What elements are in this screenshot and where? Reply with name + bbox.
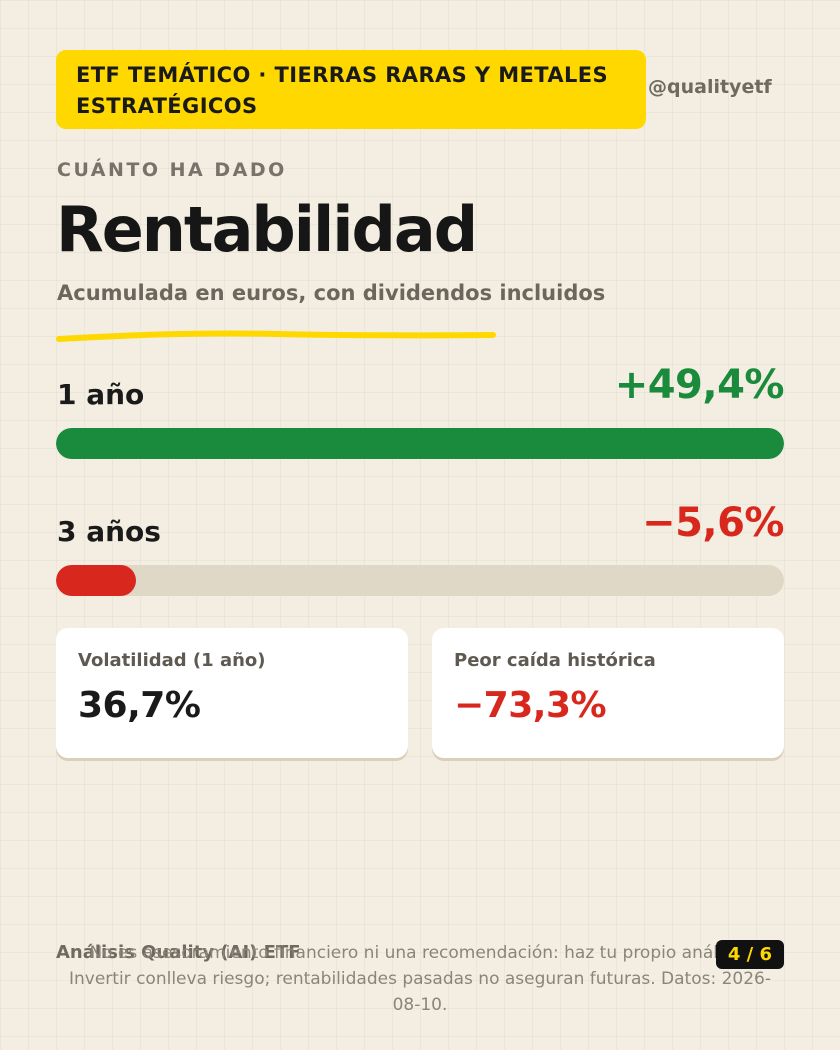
- return-1y-value: +49,4%: [614, 362, 785, 408]
- return-3y-value: −5,6%: [642, 500, 784, 546]
- category-tag: ETF TEMÁTICO · TIERRAS RARAS Y METALES E…: [56, 50, 646, 129]
- max-drawdown-value: −73,3%: [454, 685, 607, 726]
- section-kicker: CUÁNTO HA DADO: [57, 159, 287, 181]
- brand-name: Análisis Quality (AI) ETF: [56, 942, 301, 963]
- account-handle: @qualityetf: [648, 76, 772, 98]
- volatility-label: Volatilidad (1 año): [78, 650, 266, 671]
- highlight-underline: [56, 330, 496, 342]
- page-indicator: 4 / 6: [715, 940, 784, 969]
- disclaimer: No es asesoramiento financiero ni una re…: [69, 943, 771, 1015]
- return-1y-label: 1 año: [57, 378, 145, 411]
- return-3y-bar: [56, 565, 784, 596]
- max-drawdown-card: Peor caída histórica −73,3%: [432, 628, 784, 758]
- page-subtitle: Acumulada en euros, con dividendos inclu…: [57, 281, 606, 305]
- volatility-value: 36,7%: [78, 685, 201, 726]
- volatility-card: Volatilidad (1 año) 36,7%: [56, 628, 408, 758]
- return-1y-bar: [56, 428, 784, 459]
- return-1y-bar-fill: [56, 428, 784, 459]
- max-drawdown-label: Peor caída histórica: [454, 650, 656, 671]
- page-title: Rentabilidad: [56, 193, 478, 266]
- return-3y-bar-fill: [56, 565, 137, 596]
- return-3y-label: 3 años: [57, 515, 161, 548]
